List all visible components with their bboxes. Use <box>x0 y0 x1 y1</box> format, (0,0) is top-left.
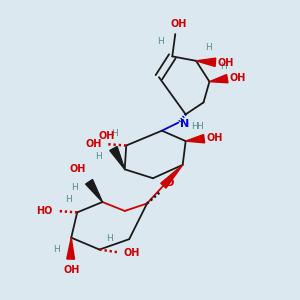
Text: H: H <box>158 37 164 46</box>
Text: OH: OH <box>230 73 246 83</box>
Polygon shape <box>67 238 74 259</box>
Text: H: H <box>106 234 113 243</box>
Text: H: H <box>205 43 212 52</box>
Polygon shape <box>110 146 125 169</box>
Text: H: H <box>71 183 78 192</box>
Text: H: H <box>196 122 202 131</box>
Text: OH: OH <box>63 265 80 275</box>
Text: H: H <box>112 129 118 138</box>
Text: O: O <box>164 178 173 188</box>
Polygon shape <box>85 179 102 202</box>
Polygon shape <box>161 165 183 188</box>
Text: H: H <box>95 152 102 161</box>
Polygon shape <box>209 75 228 83</box>
Text: HO: HO <box>36 206 52 216</box>
Text: OH: OH <box>98 131 115 141</box>
Text: OH: OH <box>171 19 187 29</box>
Text: OH: OH <box>70 164 86 174</box>
Polygon shape <box>196 58 216 67</box>
Text: OH: OH <box>218 58 234 68</box>
Text: OH: OH <box>85 139 102 149</box>
Polygon shape <box>186 135 205 143</box>
Text: H: H <box>54 245 60 254</box>
Text: H: H <box>191 122 198 131</box>
Text: H: H <box>65 195 72 204</box>
Text: N: N <box>180 119 189 129</box>
Text: OH: OH <box>207 133 223 143</box>
Text: OH: OH <box>124 248 140 258</box>
Text: H: H <box>220 62 227 71</box>
